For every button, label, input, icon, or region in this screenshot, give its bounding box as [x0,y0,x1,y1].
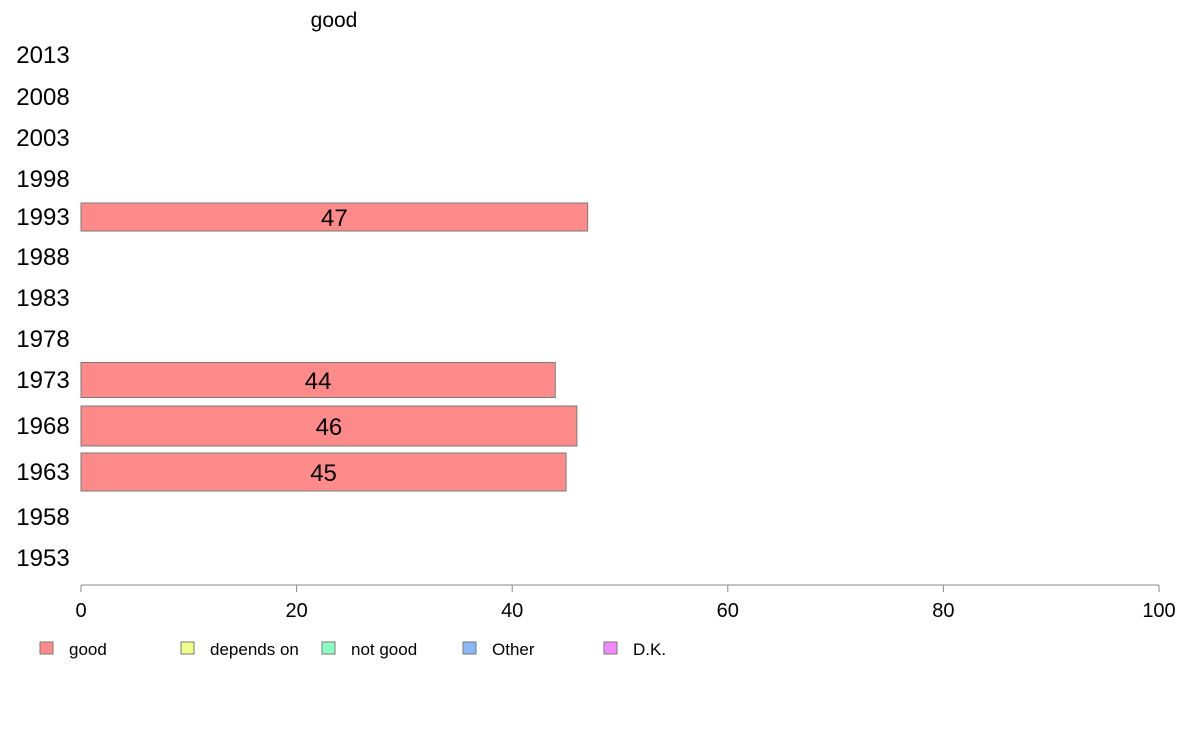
category-label: 1993 [16,204,69,231]
legend: good depends on not good Other D.K. [39,640,666,659]
category-label: 1978 [16,326,69,353]
bar [80,452,567,492]
category-label: 1983 [16,285,69,312]
legend-label: D.K. [633,640,666,659]
category-label: 1953 [16,545,69,572]
x-tick-label: 20 [285,600,307,622]
legend-swatch [180,641,195,655]
x-tick-label: 100 [1142,600,1175,622]
x-tick-label: 60 [717,600,739,622]
legend-label: not good [351,640,417,659]
legend-label: depends on [210,640,299,659]
data-label: 47 [321,205,348,232]
legend-swatch [462,641,477,655]
bar [80,362,556,398]
x-tick-label: 40 [501,600,523,622]
series-title: good [311,9,358,32]
category-label: 2003 [16,125,69,152]
legend-label: good [69,640,107,659]
x-tick-label: 80 [932,600,954,622]
legend-swatch [603,641,618,655]
legend-label: Other [492,640,535,659]
category-label: 1968 [16,413,69,440]
category-label: 1973 [16,367,69,394]
category-label: 2008 [16,84,69,111]
category-label: 1988 [16,244,69,271]
category-label: 1998 [16,166,69,193]
bar [80,202,589,232]
bars: 47 44 46 45 [80,202,589,492]
bar [80,405,578,447]
data-label: 46 [316,414,343,441]
data-label: 44 [305,368,332,395]
category-labels: 2013 2008 2003 1998 1993 1988 1983 1978 1973 1968… [16,42,69,572]
x-tick-label: 0 [75,600,86,622]
legend-swatch [39,641,54,655]
x-axis: 0 20 40 60 80 100 [75,584,1176,622]
category-label: 2013 [16,42,69,69]
legend-swatch [321,641,336,655]
category-label: 1958 [16,504,69,531]
category-label: 1963 [16,459,69,486]
data-label: 45 [310,460,337,487]
